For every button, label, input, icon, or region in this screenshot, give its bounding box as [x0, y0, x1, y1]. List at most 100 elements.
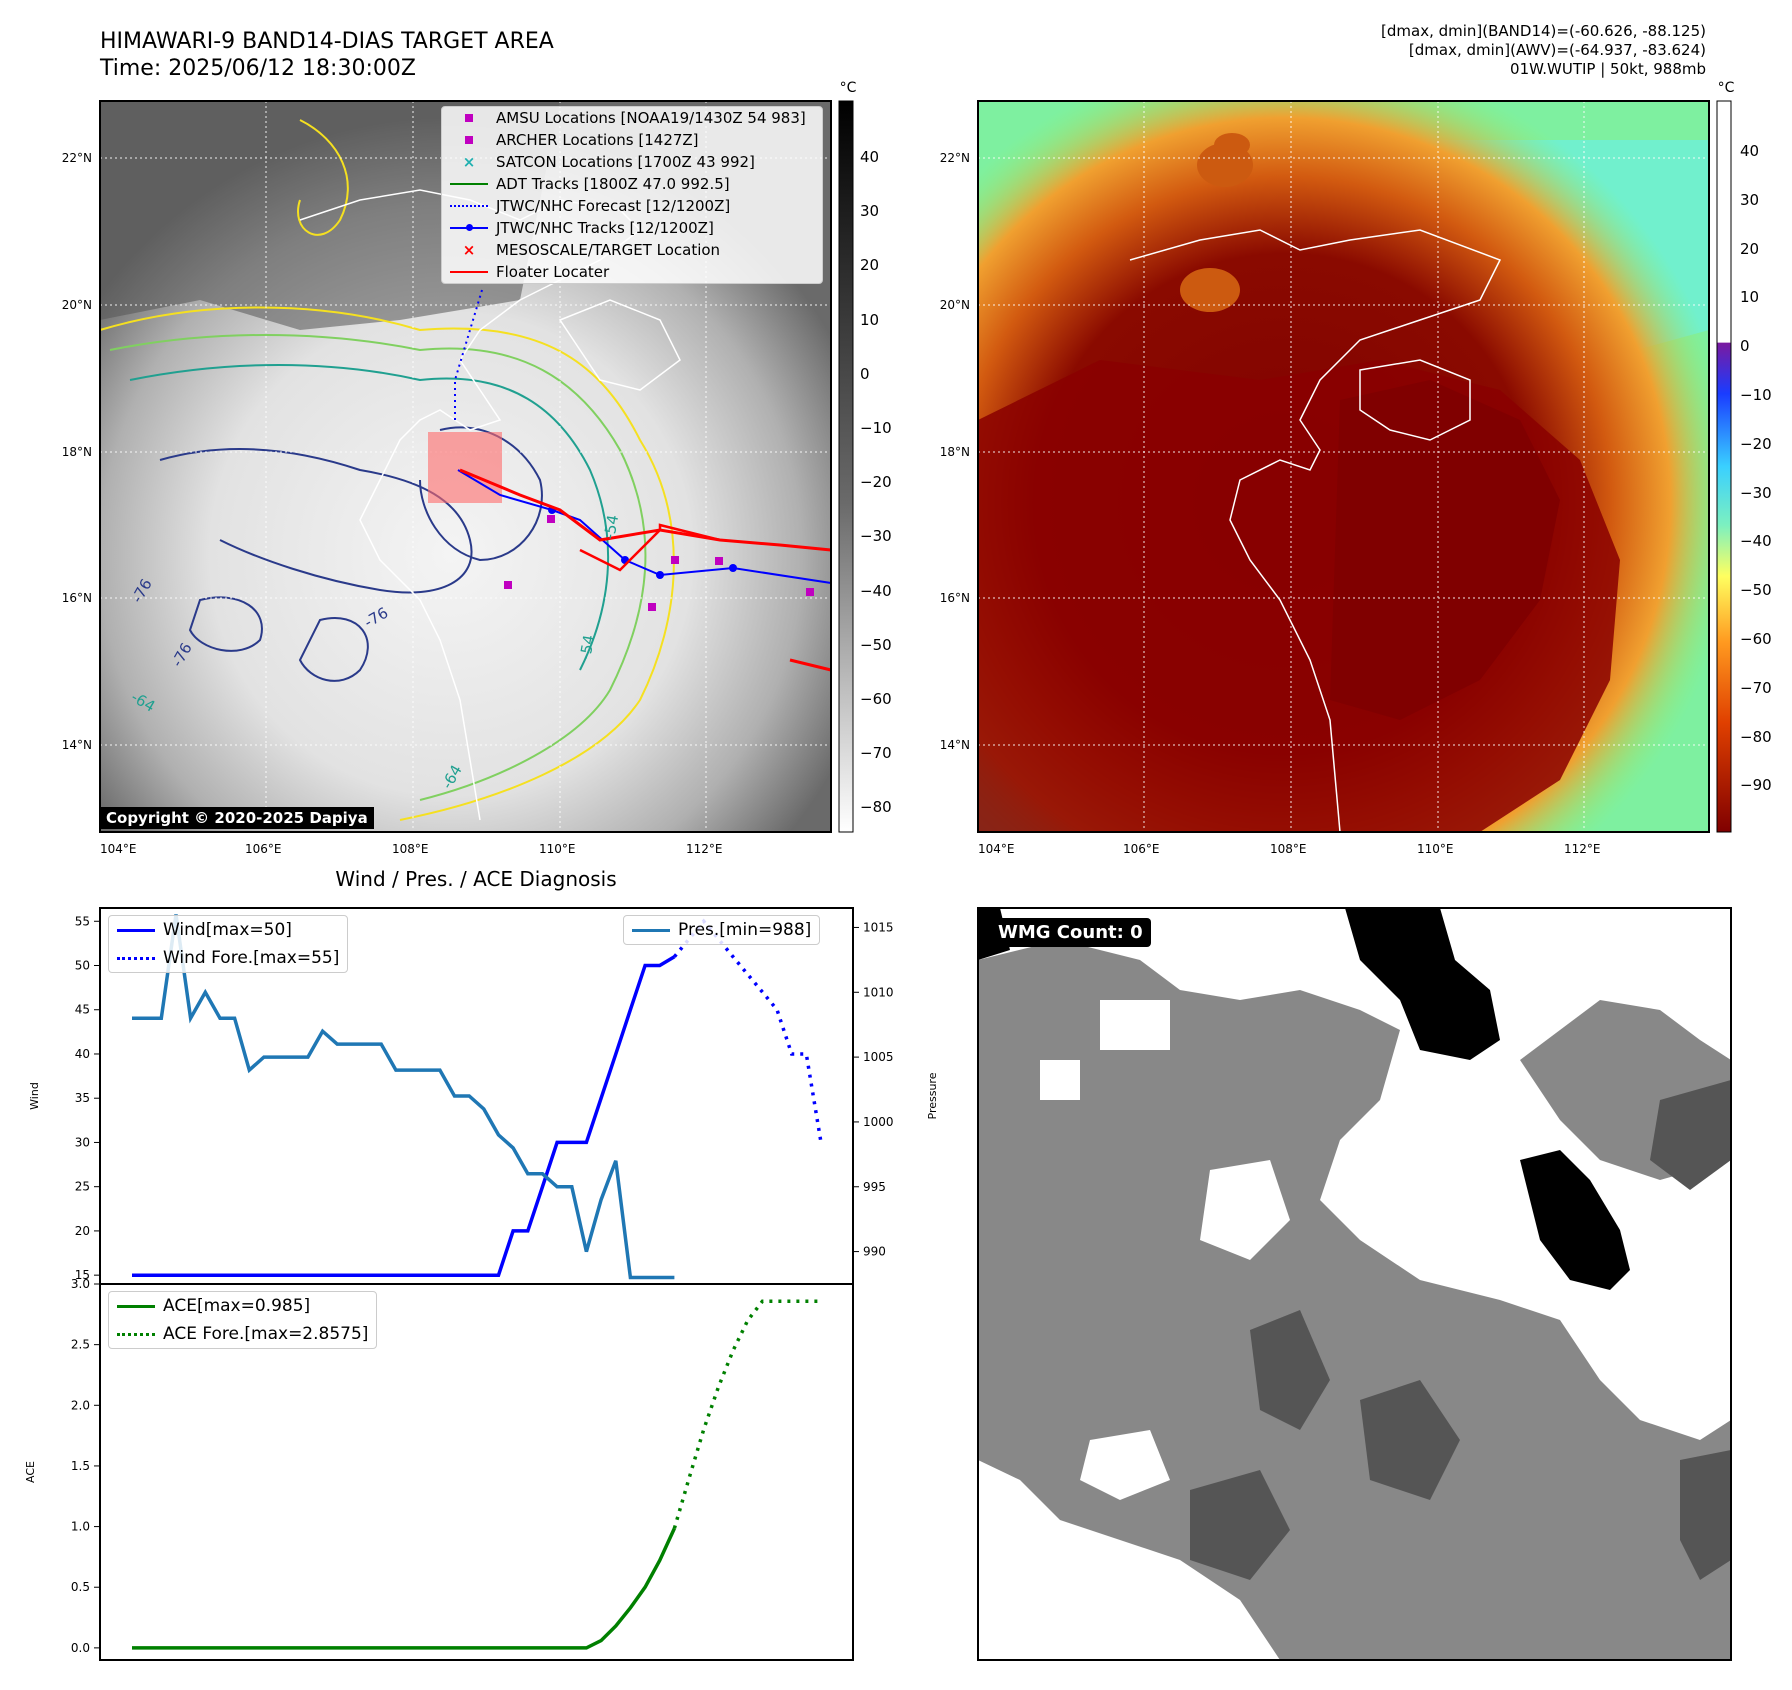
enhanced-colorbar: °C 40 30 20 10 0 −10 −20 −30 −40 −50 −60… — [1716, 80, 1772, 833]
colorbar-tick: −40 — [860, 582, 892, 600]
wmg-panel — [977, 907, 1732, 1661]
ace-line — [132, 1527, 676, 1650]
wind-line — [132, 955, 676, 1277]
legend-item-target: × MESOSCALE/TARGET Location — [442, 239, 822, 261]
lat-tick: 18°N — [940, 445, 970, 459]
legend-item-amsu: AMSU Locations [NOAA19/1430Z 54 983] — [442, 107, 822, 129]
colorbar-unit: °C — [1718, 80, 1735, 96]
legend-label: Wind Fore.[max=55] — [163, 948, 340, 968]
pressure-ytick-label: 1005 — [863, 1050, 894, 1064]
colorbar-tick: 10 — [1740, 288, 1759, 306]
legend-item-adt: ADT Tracks [1800Z 47.0 992.5] — [442, 173, 822, 195]
pressure-ytick-label: 995 — [863, 1180, 886, 1194]
colorbar-tick: −20 — [1740, 435, 1772, 453]
pressure-ytick-label: 990 — [863, 1245, 886, 1259]
lon-tick: 108°E — [1270, 842, 1307, 856]
square-marker-icon — [450, 133, 488, 147]
ace-ytick-label: 0.0 — [71, 1641, 90, 1655]
lat-tick: 20°N — [62, 298, 92, 312]
ace-legend: ACE[max=0.985] ACE Fore.[max=2.8575] — [108, 1291, 378, 1349]
dotted-line-icon — [117, 951, 155, 965]
colorbar-tick: 30 — [1740, 191, 1759, 209]
pressure-axis-label: Pressure — [926, 1072, 939, 1119]
wind-ytick-label: 35 — [75, 1091, 90, 1105]
legend-item-forecast: JTWC/NHC Forecast [12/1200Z] — [442, 195, 822, 217]
contour-label: -54 — [576, 633, 598, 660]
wind-ytick-label: 25 — [75, 1180, 90, 1194]
legend-label: ADT Tracks [1800Z 47.0 992.5] — [496, 175, 730, 193]
ace-yticks: 0.0 0.5 1.0 1.5 2.0 2.5 3.0 — [71, 1277, 100, 1655]
wind-ytick-label: 55 — [75, 914, 90, 928]
colorbar-tick: −30 — [1740, 484, 1772, 502]
legend-item-wind: Wind[max=50] — [109, 916, 347, 944]
lon-tick: 104°E — [978, 842, 1015, 856]
ir-colorbar-ticks: 40 30 20 10 0 −10 −20 −30 −40 −50 −60 −7… — [860, 148, 892, 816]
line-marker-icon — [117, 1299, 155, 1313]
colorbar-tick: −10 — [860, 419, 892, 437]
lat-tick: 22°N — [62, 151, 92, 165]
enhanced-map-panel — [977, 100, 1710, 833]
lat-tick: 16°N — [62, 591, 92, 605]
legend-label: JTWC/NHC Tracks [12/1200Z] — [496, 219, 714, 237]
ace-ytick-label: 1.5 — [71, 1459, 90, 1473]
legend-label: Wind[max=50] — [163, 920, 292, 940]
pressure-yticks: 990 995 1000 1005 1010 1015 — [853, 920, 894, 1259]
pressure-ytick-label: 1000 — [863, 1115, 894, 1129]
line-dot-marker-icon — [450, 221, 488, 235]
ace-ytick-label: 1.0 — [71, 1520, 90, 1534]
lon-tick: 106°E — [245, 842, 282, 856]
colorbar-tick: −30 — [860, 527, 892, 545]
ace-ytick-label: 0.5 — [71, 1580, 90, 1594]
enhanced-colorbar-ticks: 40 30 20 10 0 −10 −20 −30 −40 −50 −60 −7… — [1740, 142, 1772, 794]
legend-item-wind-forecast: Wind Fore.[max=55] — [109, 944, 347, 972]
colorbar-tick: −90 — [1740, 776, 1772, 794]
wind-axis-label: Wind — [28, 1082, 41, 1110]
line-marker-icon — [117, 923, 155, 937]
wmg-count-badge: WMG Count: 0 — [990, 918, 1151, 947]
colorbar-tick: −50 — [860, 636, 892, 654]
storm-meta: [dmax, dmin](BAND14)=(-60.626, -88.125) … — [1381, 22, 1706, 79]
wind-ytick-label: 30 — [75, 1135, 90, 1149]
lon-tick: 112°E — [1564, 842, 1601, 856]
colorbar-tick: −10 — [1740, 386, 1772, 404]
meta-awv: [dmax, dmin](AWV)=(-64.937, -83.624) — [1408, 41, 1706, 59]
colorbar-tick: −20 — [860, 473, 892, 491]
legend-label: JTWC/NHC Forecast [12/1200Z] — [496, 197, 731, 215]
lon-tick: 110°E — [1417, 842, 1454, 856]
wind-yticks: 15 20 25 30 35 40 45 50 55 — [75, 914, 100, 1282]
colorbar-tick: −70 — [860, 744, 892, 762]
legend-label: ARCHER Locations [1427Z] — [496, 131, 699, 149]
colorbar-tick: 0 — [1740, 337, 1750, 355]
legend-item-jtwc-tracks: JTWC/NHC Tracks [12/1200Z] — [442, 217, 822, 239]
colorbar-tick: −80 — [1740, 728, 1772, 746]
line-marker-icon — [450, 265, 488, 279]
wind-ytick-label: 40 — [75, 1047, 90, 1061]
colorbar-tick: 0 — [860, 365, 870, 383]
dotted-line-icon — [450, 199, 488, 213]
lon-tick: 106°E — [1123, 842, 1160, 856]
colorbar-tick: 40 — [1740, 142, 1759, 160]
colorbar-unit: °C — [840, 80, 857, 96]
colorbar-tick: 10 — [860, 311, 879, 329]
contour-label: -54 — [600, 513, 622, 540]
dotted-line-icon — [117, 1327, 155, 1341]
lon-tick: 104°E — [100, 842, 137, 856]
legend-item-pressure: Pres.[min=988] — [624, 916, 819, 944]
meta-storm: 01W.WUTIP | 50kt, 988mb — [1510, 60, 1706, 78]
x-marker-icon: × — [462, 241, 476, 259]
ace-ytick-label: 3.0 — [71, 1277, 90, 1291]
diag-title: Wind / Pres. / ACE Diagnosis — [335, 867, 616, 891]
wind-ytick-label: 45 — [75, 1003, 90, 1017]
colorbar-tick: 20 — [860, 256, 879, 274]
pressure-ytick-label: 1015 — [863, 920, 894, 934]
ace-ytick-label: 2.0 — [71, 1398, 90, 1412]
legend-label: ACE Fore.[max=2.8575] — [163, 1324, 369, 1344]
legend-item-satcon: × SATCON Locations [1700Z 43 992] — [442, 151, 822, 173]
legend-label: MESOSCALE/TARGET Location — [496, 241, 721, 259]
line-marker-icon — [632, 923, 670, 937]
colorbar-tick: 40 — [860, 148, 879, 166]
colorbar-tick: 20 — [1740, 240, 1759, 258]
legend-item-floater: Floater Locater — [442, 261, 822, 283]
lat-tick: 18°N — [62, 445, 92, 459]
